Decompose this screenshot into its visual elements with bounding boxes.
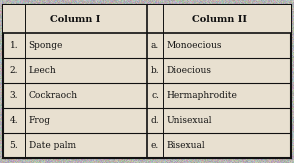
Text: b.: b. xyxy=(151,66,159,75)
Bar xyxy=(3,5,291,33)
Text: 3.: 3. xyxy=(10,91,18,100)
Text: 5.: 5. xyxy=(10,141,18,150)
Text: Frog: Frog xyxy=(29,116,51,125)
Text: Sponge: Sponge xyxy=(29,41,63,50)
Text: 4.: 4. xyxy=(10,116,18,125)
Text: Column I: Column I xyxy=(50,15,100,24)
Text: Column II: Column II xyxy=(191,15,247,24)
Text: e.: e. xyxy=(151,141,159,150)
Text: Bisexual: Bisexual xyxy=(167,141,205,150)
Text: d.: d. xyxy=(151,116,159,125)
Text: Dioecious: Dioecious xyxy=(167,66,212,75)
Text: Monoecious: Monoecious xyxy=(167,41,222,50)
Text: Cockraoch: Cockraoch xyxy=(29,91,78,100)
Text: Date palm: Date palm xyxy=(29,141,76,150)
Text: c.: c. xyxy=(151,91,159,100)
Text: Unisexual: Unisexual xyxy=(167,116,212,125)
Text: 1.: 1. xyxy=(10,41,18,50)
Text: a.: a. xyxy=(151,41,159,50)
Text: Leech: Leech xyxy=(29,66,56,75)
Text: 2.: 2. xyxy=(10,66,18,75)
Text: Hermaphrodite: Hermaphrodite xyxy=(167,91,238,100)
